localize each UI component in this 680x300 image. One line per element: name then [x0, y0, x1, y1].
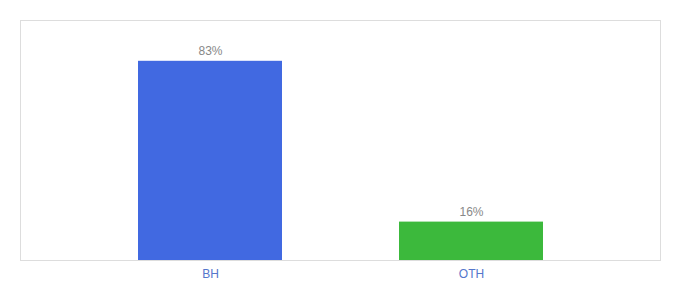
- svg-text:OTH: OTH: [459, 267, 484, 281]
- svg-text:83%: 83%: [198, 44, 222, 58]
- svg-text:16%: 16%: [459, 205, 483, 219]
- svg-text:BH: BH: [202, 267, 219, 281]
